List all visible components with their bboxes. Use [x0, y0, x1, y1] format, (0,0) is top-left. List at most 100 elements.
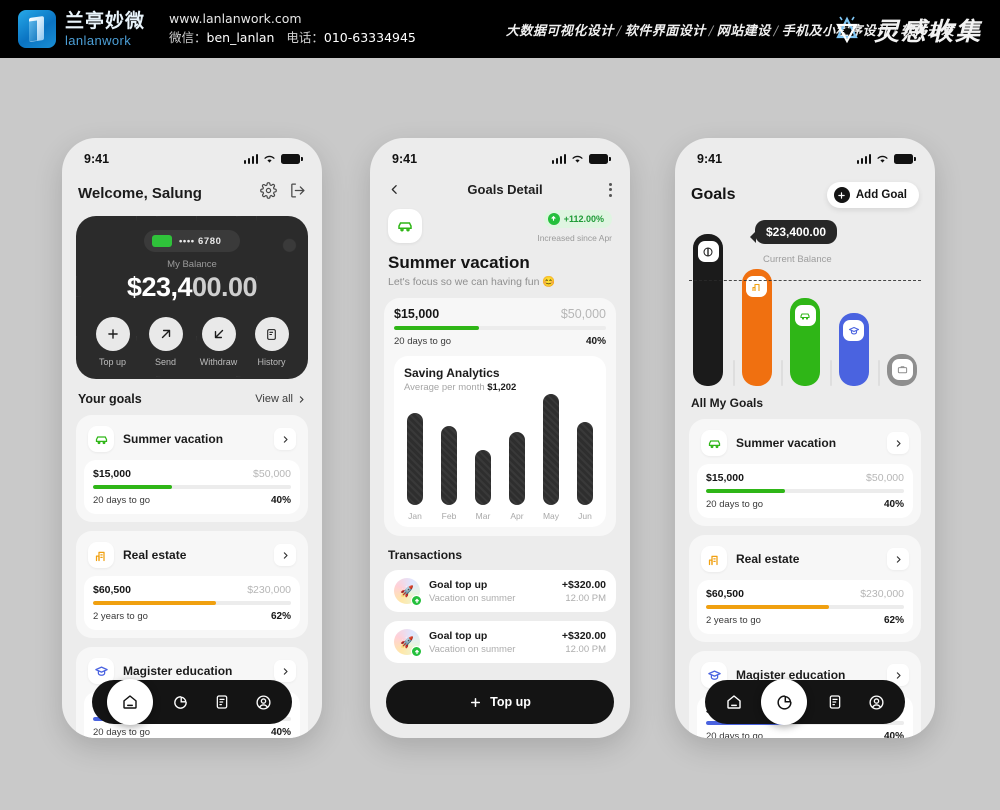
goals-balance-chart: $23,400.00 Current Balance: [689, 220, 921, 392]
status-time: 9:41: [697, 152, 723, 166]
goal-total: $50,000: [253, 468, 291, 480]
nav-pie-chart-icon[interactable]: [761, 679, 808, 725]
goal-current: $60,500: [706, 588, 744, 600]
progress-fill: [93, 601, 216, 605]
bar-wrap: [829, 313, 869, 386]
status-icons: [856, 154, 916, 164]
nav-profile-icon[interactable]: [249, 688, 277, 716]
goal-time-left: 20 days to go: [93, 495, 151, 506]
chevron-right-icon[interactable]: [274, 428, 296, 450]
nav-home-icon[interactable]: [106, 679, 153, 725]
goal-detail-subtitle: Let's focus so we can having fun 😊: [388, 276, 556, 288]
goal-card-summer-vacation[interactable]: Summer vacation $15,000 $50,000 20 days t…: [689, 419, 921, 526]
add-goal-button[interactable]: Add Goal: [826, 182, 919, 208]
action-history[interactable]: History: [245, 317, 298, 367]
car-icon: [794, 305, 816, 326]
gear-icon[interactable]: [260, 182, 277, 204]
action-send[interactable]: Send: [139, 317, 192, 367]
bar: [407, 413, 423, 505]
chevron-right-icon[interactable]: [887, 664, 909, 686]
screen-goals: Goals Add Goal $23,400.00 Current Balanc…: [675, 172, 935, 738]
plus-icon: [833, 187, 850, 203]
goal-card-real-estate[interactable]: Real estate $60,500 $230,000 2 years to g…: [689, 535, 921, 642]
progress-track: [93, 601, 291, 605]
bar-label: Feb: [441, 511, 457, 521]
graduation-icon: [843, 320, 864, 341]
wifi-icon: [877, 155, 888, 163]
bar-column: Jan: [407, 413, 423, 521]
goal-percent: 40%: [585, 336, 606, 347]
goal-name: Real estate: [123, 548, 187, 562]
logo-name-en: lanlanwork: [65, 32, 132, 48]
service-item: 软件界面设计: [624, 23, 706, 39]
goal-total: $50,000: [560, 307, 606, 321]
car-icon: [88, 426, 114, 452]
axis-tick: [878, 360, 880, 386]
transaction-time: 12.00 PM: [565, 643, 606, 655]
progress-track: [706, 489, 904, 493]
goal-header: Real estate: [84, 539, 300, 576]
logout-icon[interactable]: [289, 182, 306, 204]
progress-fill: [93, 485, 173, 489]
goal-time-left: 20 days to go: [93, 727, 151, 738]
wechat-value: ben_lanlan: [206, 30, 275, 45]
goal-card-summer-vacation[interactable]: Summer vacation $15,000 $50,000 20 days t…: [76, 415, 308, 522]
goal-current: $15,000: [93, 468, 131, 480]
chevron-left-icon[interactable]: [388, 183, 401, 196]
chevron-right-icon[interactable]: [274, 544, 296, 566]
goal-header: Magister education: [84, 655, 300, 692]
home-header: Welcome, Salung: [76, 172, 308, 216]
nav-document-icon[interactable]: [821, 688, 849, 716]
goal-name: Summer vacation: [123, 432, 224, 446]
nav-document-icon[interactable]: [208, 688, 236, 716]
goal-time-left: 2 years to go: [93, 611, 148, 622]
cellular-signal-icon: [856, 154, 871, 164]
bar-summer-vacation: [790, 298, 820, 386]
balance-card: •••• 6780 My Balance $23,400.00 Top up S…: [76, 216, 308, 379]
greeting-title: Welcome, Salung: [78, 184, 202, 202]
bottom-nav-3: [705, 679, 905, 725]
status-icons: [551, 154, 611, 164]
nav-home-icon[interactable]: [720, 688, 748, 716]
bar-wrap: [781, 298, 820, 386]
goal-percent: 40%: [883, 731, 904, 738]
bar-real-estate: [741, 269, 772, 386]
phone-mockup-goal-detail: 9:41 Goals Detail +112.00% Increased sin…: [370, 138, 630, 738]
nav-profile-icon[interactable]: [862, 688, 890, 716]
service-item: 手机及小程序设计: [781, 23, 890, 39]
chevron-right-icon[interactable]: [887, 548, 909, 570]
graduation-icon: [88, 658, 114, 684]
card-chip-icon: [152, 235, 172, 247]
chevron-right-icon[interactable]: [887, 432, 909, 454]
transaction-row[interactable]: 🚀 Goal top up Vacation on summer +$320.0…: [384, 570, 616, 612]
more-vertical-icon[interactable]: [608, 182, 612, 197]
goal-card-real-estate[interactable]: Real estate $60,500 $230,000 2 years to g…: [76, 531, 308, 638]
top-up-button[interactable]: Top up: [386, 680, 614, 724]
wechat-phone-line: 微信：ben_lanlan 电话：010-63334945: [169, 29, 416, 48]
status-bar: 9:41: [370, 138, 630, 172]
goal-current: $15,000: [394, 307, 440, 321]
car-icon: [701, 430, 727, 456]
analytics-title: Saving Analytics: [404, 366, 500, 380]
balance-amount-suffix: 00.00: [192, 272, 258, 302]
action-withdraw[interactable]: Withdraw: [192, 317, 245, 367]
bar-column: Mar: [475, 450, 491, 521]
goal-progress: $60,500 $230,000 2 years to go 62%: [697, 580, 913, 634]
building-icon: [88, 542, 114, 568]
goal-current: $60,500: [93, 584, 131, 596]
transaction-row[interactable]: 🚀 Goal top up Vacation on summer +$320.0…: [384, 621, 616, 663]
action-top-up[interactable]: Top up: [86, 317, 139, 367]
view-all-link[interactable]: View all: [255, 393, 306, 405]
growth-since: Increased since Apr: [537, 232, 612, 243]
bar-column: Jun: [577, 422, 593, 521]
service-item: 软件开发: [900, 23, 955, 39]
balance-amount: $23,400.00: [86, 272, 298, 303]
building-icon: [701, 546, 727, 572]
status-bar: 9:41: [675, 138, 935, 172]
goal-total: $230,000: [860, 588, 904, 600]
analytics-average-value: $1,202: [487, 382, 517, 393]
nav-pie-chart-icon[interactable]: [166, 688, 194, 716]
chevron-right-icon[interactable]: [274, 660, 296, 682]
goal-time-left: 20 days to go: [706, 499, 764, 510]
bar-wrap: [878, 354, 917, 386]
